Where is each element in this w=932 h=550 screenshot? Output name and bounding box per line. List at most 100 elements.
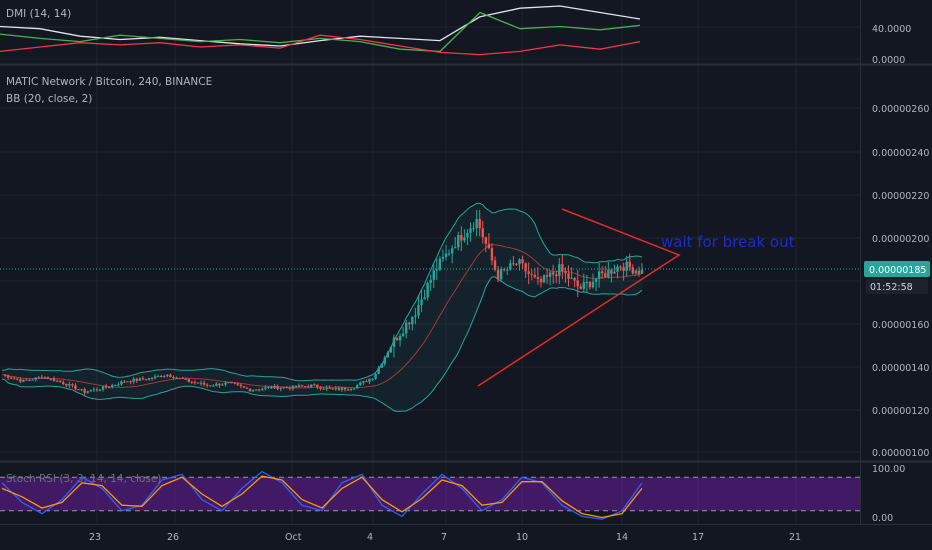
candle-body [576, 280, 579, 287]
candle-body [564, 271, 567, 274]
candle-body [432, 270, 435, 280]
candle-body [536, 277, 540, 279]
candle-body [230, 382, 233, 384]
candle-body [34, 377, 37, 380]
candle-body [25, 379, 28, 381]
stoch-rsi-title[interactable]: Stoch RSI (3, 3, 14, 14, close) [6, 473, 161, 485]
price-tick: 0.00000240 [872, 148, 929, 159]
candle-body [104, 386, 108, 388]
candle-body [95, 389, 99, 391]
time-tick: 7 [441, 532, 447, 543]
candle-body [604, 273, 607, 278]
candle-body [236, 383, 239, 385]
price-tick: 0.00000260 [872, 104, 929, 115]
candle-body [414, 315, 417, 317]
candle-body [420, 299, 423, 306]
candle-body [13, 378, 16, 380]
candle-body [156, 375, 160, 377]
candle-body [600, 271, 604, 274]
candle-body [205, 384, 209, 386]
bb-indicator-title[interactable]: BB (20, close, 2) [6, 93, 92, 105]
candle-body [435, 269, 439, 271]
candle-body [172, 376, 175, 379]
candle-body [515, 263, 518, 265]
candle-body [411, 316, 414, 325]
candle-body [132, 378, 135, 382]
candle-body [49, 378, 53, 380]
candle-body [490, 248, 494, 261]
last-price-badge[interactable] [864, 261, 930, 277]
candle-body [52, 378, 56, 382]
candle-body [478, 218, 481, 229]
time-tick: 23 [89, 532, 101, 543]
candle-body [555, 274, 558, 277]
stoch-series-line [1, 470, 643, 520]
candle-body [469, 228, 472, 233]
candle-body [276, 386, 279, 390]
annotation-text[interactable]: wait for break out [661, 233, 795, 251]
price-pane[interactable] [1, 202, 681, 412]
candle-body [457, 235, 460, 248]
candle-body [303, 386, 307, 388]
candle-body [254, 389, 258, 391]
candle-body [218, 383, 221, 386]
stoch-rsi-pane[interactable] [0, 470, 860, 520]
stoch-tick-upper: 100.00 [872, 464, 905, 475]
candle-body [395, 337, 399, 341]
candle-body [438, 258, 442, 270]
candle-body [408, 322, 411, 325]
price-axis[interactable]: 0.00000260 0.00000240 0.00000220 0.00000… [872, 104, 929, 459]
candle-body [68, 384, 71, 386]
candle-body [472, 228, 475, 230]
candle-body [447, 253, 451, 255]
candle-body [144, 379, 148, 381]
price-tick: 0.00000220 [872, 191, 929, 202]
price-tick: 0.00000140 [872, 363, 929, 374]
dmi-title[interactable]: DMI (14, 14) [6, 8, 71, 20]
candle-body [619, 266, 622, 268]
candle-body [212, 385, 215, 387]
candle-body [291, 385, 295, 389]
candle-body [349, 389, 353, 391]
candle-body [496, 269, 500, 280]
candle-body [267, 386, 270, 388]
candle-body [365, 380, 368, 382]
candle-body [9, 377, 13, 379]
candle-body [135, 378, 138, 381]
candle-body [524, 263, 527, 272]
time-tick: 4 [367, 532, 373, 543]
candle-body [398, 335, 402, 341]
bollinger-upper [1, 202, 643, 382]
candle-body [178, 377, 181, 379]
candle-body [362, 380, 365, 383]
candle-body [270, 386, 273, 389]
candle-body [386, 352, 390, 358]
candle-body [107, 387, 111, 389]
candle-body [481, 228, 484, 238]
candle-body [92, 389, 96, 391]
candle-body [551, 272, 555, 275]
candle-body [346, 389, 350, 391]
candle-body [521, 259, 524, 264]
candle-body [325, 387, 328, 389]
candle-body [187, 378, 190, 382]
time-axis[interactable]: 23 26 Oct 4 7 10 14 17 21 [89, 532, 801, 543]
candle-body [625, 261, 628, 271]
candle-body [356, 385, 359, 389]
candle-body [288, 387, 292, 389]
stoch-series-line [1, 475, 643, 519]
candle-body [245, 387, 249, 389]
candle-body [279, 387, 282, 390]
candle-body [16, 378, 19, 380]
candle-body [499, 269, 503, 280]
dmi-pane[interactable] [0, 5, 641, 56]
candle-body [19, 379, 22, 382]
symbol-title[interactable]: MATIC Network / Bitcoin, 240, BINANCE [6, 76, 212, 88]
candle-body [160, 375, 163, 378]
candle-body [359, 382, 362, 386]
candle-body [22, 379, 25, 382]
candle-body [114, 384, 117, 386]
candle-body [622, 267, 625, 271]
